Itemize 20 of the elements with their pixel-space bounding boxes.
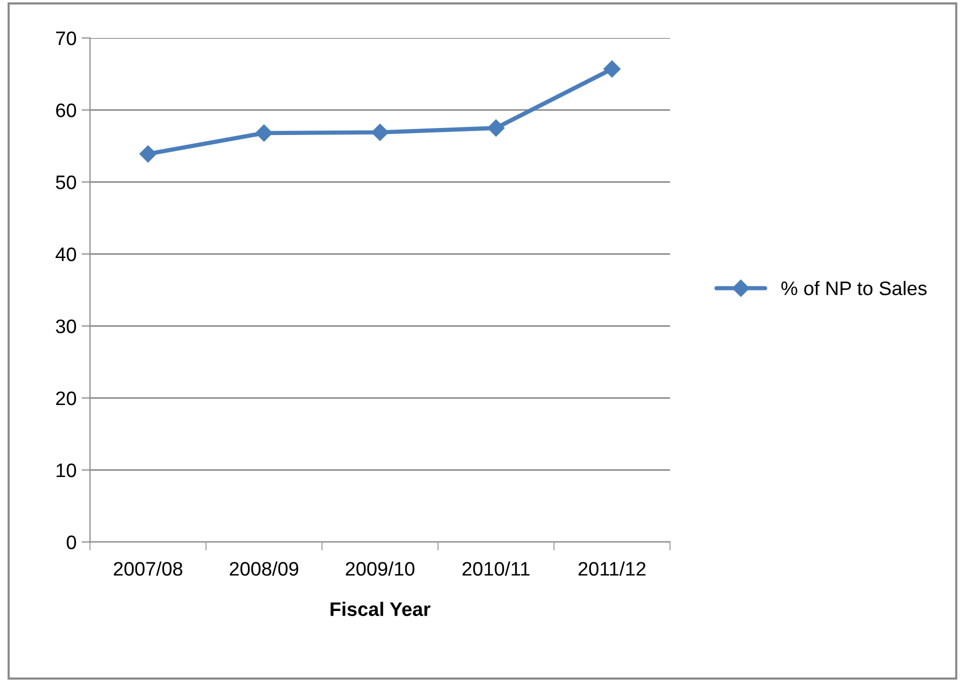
y-tick-label: 50 — [56, 175, 76, 190]
y-tick-label: 60 — [56, 103, 76, 118]
x-tick-label: 2007/08 — [114, 561, 182, 576]
point — [371, 124, 389, 141]
point — [603, 60, 621, 78]
point — [139, 145, 157, 162]
x-tick-label: 2011/12 — [578, 561, 646, 576]
legend-label: % of NP to Sales — [781, 280, 927, 296]
y-tick-label: 10 — [56, 463, 76, 478]
x-tick-label: 2010/11 — [462, 561, 530, 576]
x-tick-label: 2008/09 — [230, 561, 298, 576]
point — [255, 124, 273, 142]
y-tick-label: 30 — [56, 319, 76, 334]
y-tick-label: 70 — [56, 31, 76, 46]
x-tick-label: 2009/10 — [346, 561, 414, 576]
y-tick-label: 40 — [56, 247, 76, 262]
point — [487, 119, 505, 137]
y-tick-label: 20 — [56, 391, 76, 406]
x-axis-title: Fiscal Year — [330, 602, 430, 616]
y-tick-label: 0 — [66, 535, 76, 550]
